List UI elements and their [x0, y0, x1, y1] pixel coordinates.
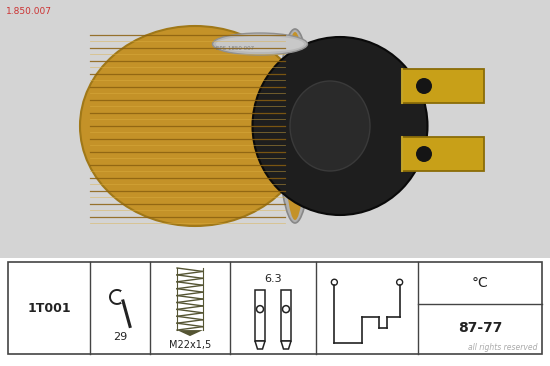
- Polygon shape: [255, 341, 265, 349]
- FancyBboxPatch shape: [402, 137, 484, 171]
- Text: 29: 29: [113, 332, 127, 343]
- Bar: [8, 262, 542, 354]
- Ellipse shape: [80, 26, 310, 226]
- Circle shape: [331, 279, 337, 285]
- Polygon shape: [281, 341, 291, 349]
- Text: all rights reserved: all rights reserved: [469, 343, 538, 352]
- Polygon shape: [177, 330, 203, 336]
- Bar: [281, 290, 291, 341]
- Circle shape: [416, 146, 432, 162]
- Ellipse shape: [278, 29, 312, 223]
- FancyBboxPatch shape: [402, 69, 484, 103]
- Bar: [0, 0, 550, 258]
- Ellipse shape: [284, 32, 306, 220]
- Text: 1.850.007: 1.850.007: [6, 7, 52, 16]
- Text: M22x1,5: M22x1,5: [169, 340, 211, 350]
- Text: EPS 1850 007: EPS 1850 007: [216, 45, 254, 51]
- Bar: [255, 290, 265, 341]
- Ellipse shape: [290, 81, 370, 171]
- Circle shape: [397, 279, 403, 285]
- Ellipse shape: [212, 33, 307, 55]
- Text: 1T001: 1T001: [27, 302, 71, 314]
- Text: °C: °C: [472, 276, 488, 290]
- Ellipse shape: [216, 36, 304, 52]
- Text: 87-77: 87-77: [458, 321, 502, 335]
- Circle shape: [283, 306, 289, 313]
- Circle shape: [416, 78, 432, 94]
- Circle shape: [256, 306, 263, 313]
- Text: 6.3: 6.3: [264, 273, 282, 284]
- Ellipse shape: [252, 37, 427, 215]
